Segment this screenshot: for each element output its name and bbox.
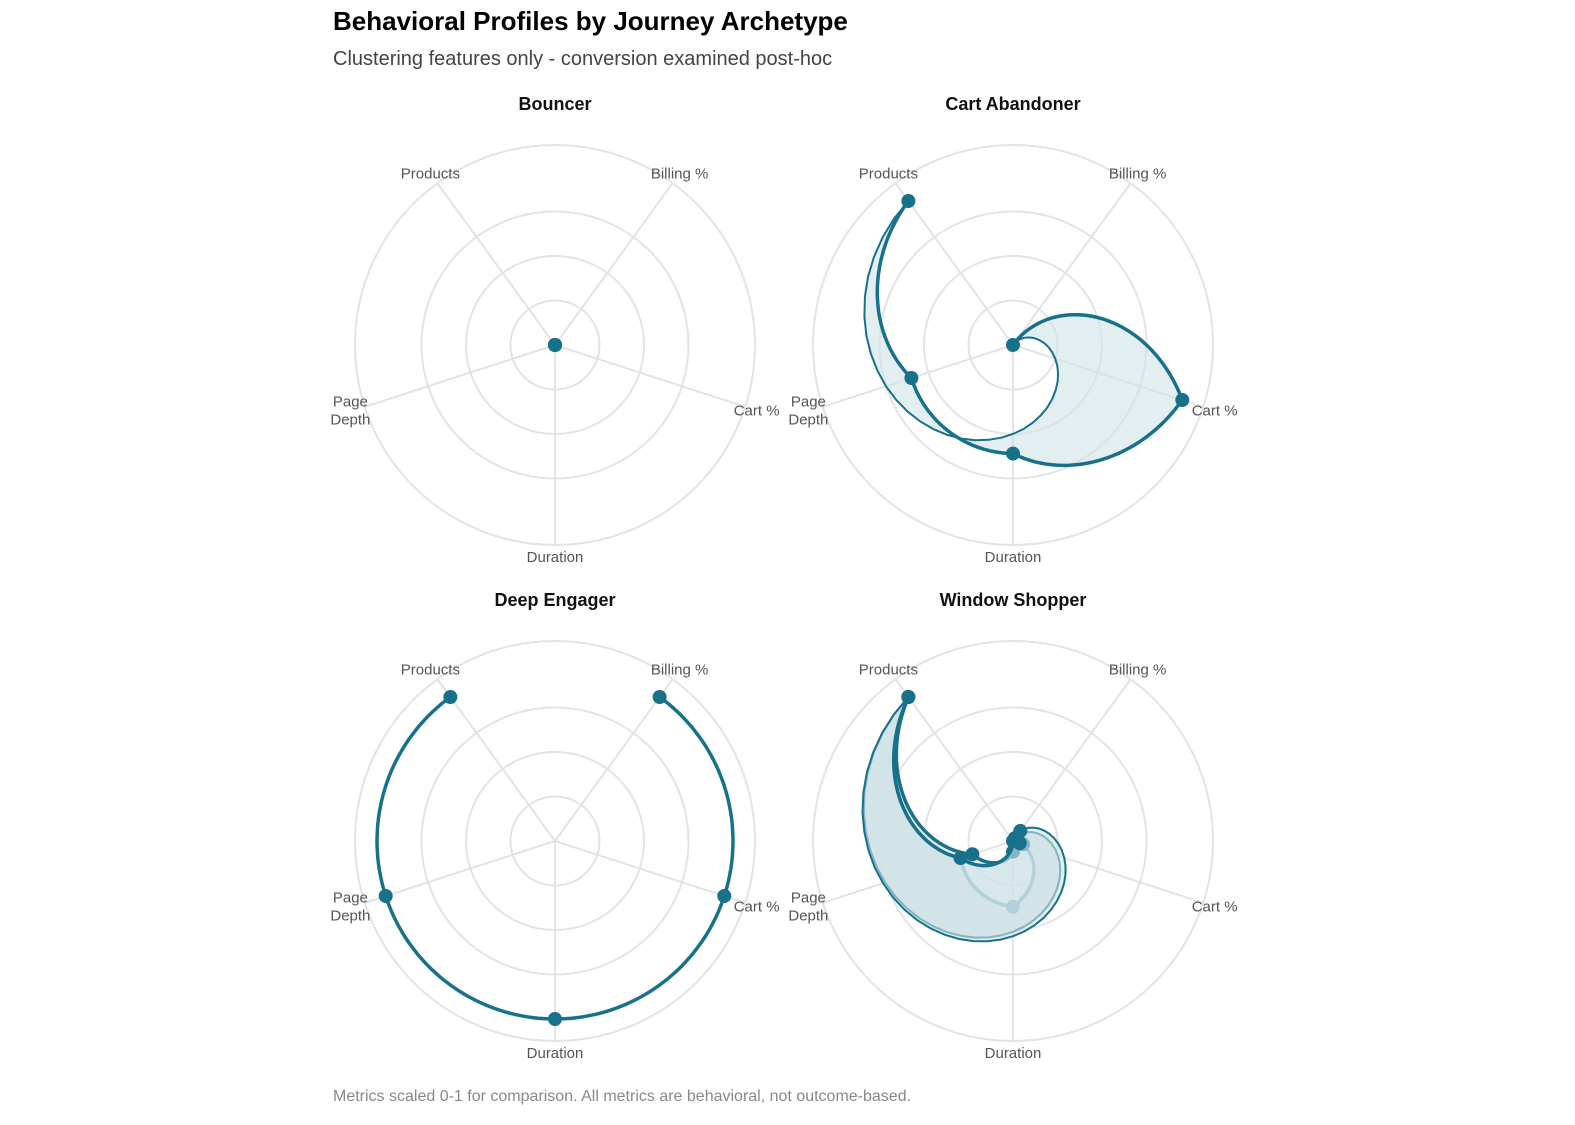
data-point [904, 371, 919, 386]
axis-spoke [554, 678, 674, 842]
axis-label: Cart % [734, 899, 780, 916]
data-point [378, 889, 393, 904]
axis-label: Page Depth [330, 394, 370, 429]
axis-label: Duration [985, 549, 1042, 566]
axis-label: Cart % [1192, 403, 1238, 420]
data-point [1006, 834, 1020, 848]
axis-spoke [554, 840, 746, 904]
data-point [1175, 393, 1190, 408]
axis-label: Cart % [1192, 899, 1238, 916]
axis-spoke [1012, 182, 1132, 346]
axis-label: Page Depth [330, 890, 370, 925]
axis-label: Billing % [651, 165, 709, 182]
data-point [1013, 823, 1028, 838]
data-point [965, 847, 980, 862]
panel-title: Deep Engager [494, 590, 615, 610]
radar-panel: Deep Engager Billing % Cart % Duration Page D… [330, 590, 779, 1062]
axis-label-line: Depth [788, 412, 828, 429]
axis-label: Billing % [1109, 661, 1167, 678]
axis-label: Products [859, 661, 918, 678]
radar-panel: Cart Abandoner Billing % Cart % Duration Pag… [788, 94, 1237, 566]
axis-label: Products [401, 661, 460, 678]
axis-label-line: Page [791, 890, 826, 907]
axis-label: Duration [527, 1045, 584, 1062]
data-point [1006, 446, 1020, 461]
axis-label-line: Depth [330, 412, 370, 429]
panel-title: Window Shopper [940, 590, 1087, 610]
axis-spoke [894, 182, 1014, 346]
data-point [443, 689, 458, 704]
data-point [901, 193, 916, 208]
panel-title: Bouncer [518, 94, 591, 114]
axis-spoke [894, 678, 1014, 842]
axis-label: Billing % [651, 661, 709, 678]
series-area [861, 696, 1067, 943]
data-point [548, 1012, 562, 1026]
axis-spoke [436, 678, 556, 842]
radar-panel: Window Shopper Billing % Cart % Duration Pag… [788, 590, 1237, 1062]
data-point [901, 689, 916, 704]
axis-label-line: Page [333, 394, 368, 411]
axis-spoke [1012, 678, 1132, 842]
axis-label: Products [859, 165, 918, 182]
axis-label: Page Depth [788, 890, 828, 925]
axis-label-line: Page [333, 890, 368, 907]
axis-spoke [436, 182, 556, 346]
chart-subtitle: Clustering features only - conversion ex… [333, 48, 833, 70]
axis-label-line: Page [791, 394, 826, 411]
data-point [717, 889, 732, 904]
axis-spoke [364, 840, 556, 904]
axis-label: Duration [985, 1045, 1042, 1062]
axis-spoke [554, 344, 746, 408]
axis-spoke [554, 182, 674, 346]
axis-label: Products [401, 165, 460, 182]
panel-title: Cart Abandoner [945, 94, 1080, 114]
axis-label: Cart % [734, 403, 780, 420]
axis-spoke [364, 344, 556, 408]
data-point [953, 851, 968, 866]
data-point [548, 338, 562, 352]
chart-title: Behavioral Profiles by Journey Archetype [333, 6, 848, 36]
data-point [1006, 338, 1020, 352]
axis-label-line: Depth [788, 908, 828, 925]
axis-label: Billing % [1109, 165, 1167, 182]
axis-label: Page Depth [788, 394, 828, 429]
axis-label: Duration [527, 549, 584, 566]
chart-caption: Metrics scaled 0-1 for comparison. All m… [333, 1088, 912, 1105]
data-point [652, 689, 667, 704]
axis-label-line: Depth [330, 908, 370, 925]
